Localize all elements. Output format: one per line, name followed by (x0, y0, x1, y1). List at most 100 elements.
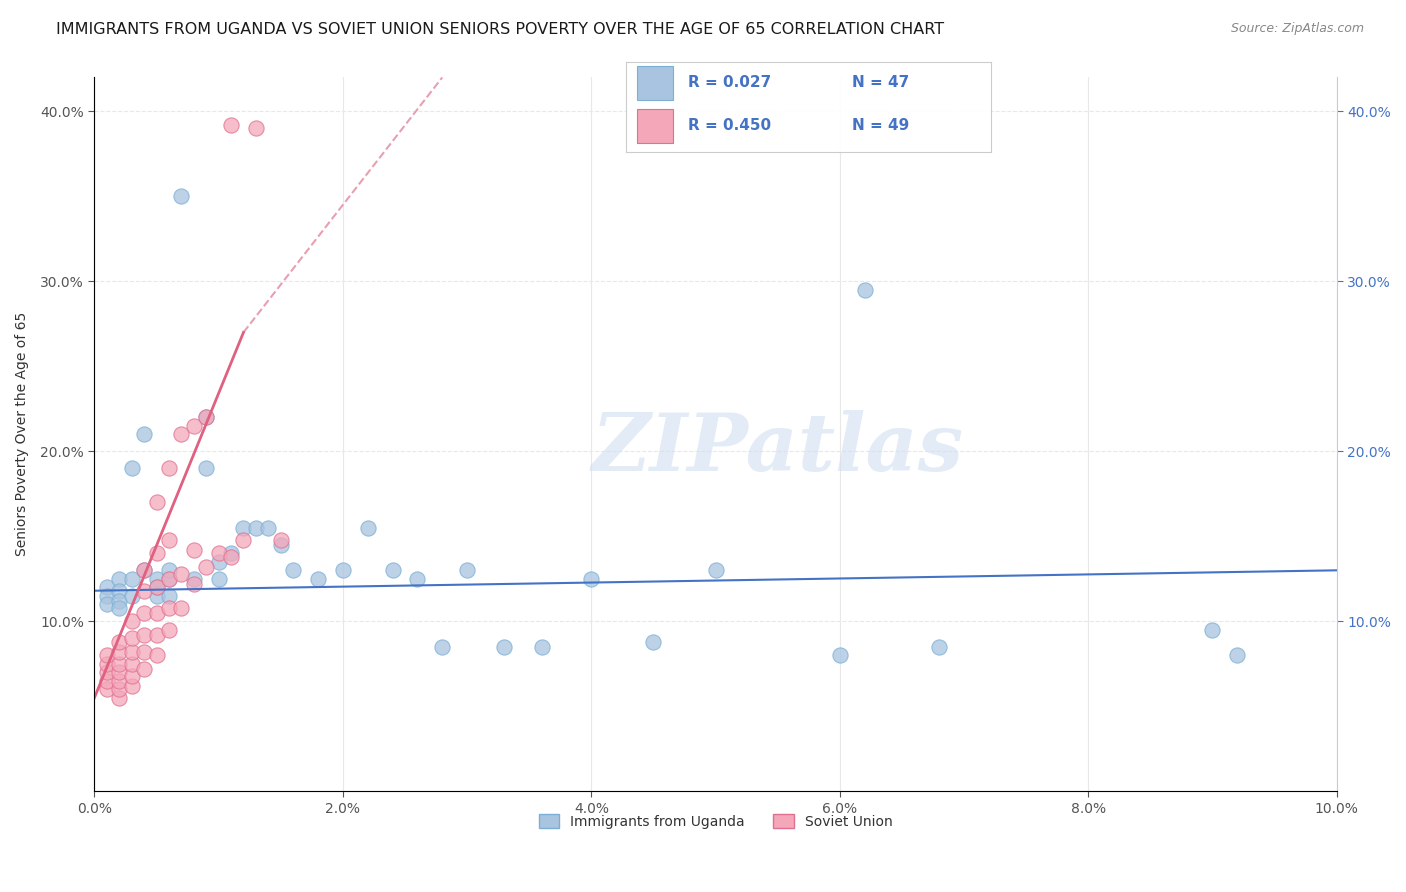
Point (108, 682, 131, 697)
Point (183, 543, 205, 558)
Point (121, 632, 143, 646)
Point (219, 549, 242, 564)
Point (157, 572, 180, 586)
Point (530, 640, 553, 654)
Point (170, 189, 193, 203)
Point (257, 521, 280, 535)
Point (157, 572, 180, 586)
Text: IMMIGRANTS FROM UGANDA VS SOVIET UNION SENIORS POVERTY OVER THE AGE OF 65 CORREL: IMMIGRANTS FROM UGANDA VS SOVIET UNION S… (56, 22, 945, 37)
Point (96, 682, 118, 697)
Point (145, 546, 167, 560)
Point (145, 580, 167, 594)
Text: N = 49: N = 49 (852, 119, 910, 133)
Point (170, 566, 193, 581)
Point (170, 427, 193, 442)
Point (108, 657, 131, 671)
Point (108, 594, 131, 608)
Point (108, 572, 131, 586)
Point (121, 461, 143, 475)
Point (108, 690, 131, 705)
Point (157, 600, 180, 615)
Point (219, 118, 242, 132)
Point (270, 538, 292, 552)
Point (183, 418, 205, 433)
Point (357, 521, 380, 535)
Point (195, 461, 218, 475)
Point (96, 648, 118, 663)
Point (183, 577, 205, 591)
Point (145, 589, 167, 603)
Point (132, 563, 155, 577)
Point (283, 563, 305, 577)
Point (145, 606, 167, 620)
Point (170, 600, 193, 615)
Point (157, 461, 180, 475)
Point (494, 640, 516, 654)
Point (108, 583, 131, 598)
Point (132, 662, 155, 676)
Point (643, 634, 665, 648)
Point (121, 645, 143, 659)
Point (828, 648, 851, 663)
Point (121, 669, 143, 683)
Point (132, 563, 155, 577)
Point (232, 521, 254, 535)
Point (108, 634, 131, 648)
FancyBboxPatch shape (637, 66, 673, 100)
Point (195, 560, 218, 574)
Text: R = 0.027: R = 0.027 (688, 76, 770, 90)
Point (406, 572, 429, 586)
Point (928, 640, 950, 654)
Point (96, 597, 118, 611)
Text: R = 0.450: R = 0.450 (688, 119, 770, 133)
Y-axis label: Seniors Poverty Over the Age of 65: Seniors Poverty Over the Age of 65 (15, 312, 30, 557)
Point (157, 563, 180, 577)
Point (432, 640, 454, 654)
Point (96, 657, 118, 671)
Point (132, 628, 155, 642)
Point (195, 410, 218, 425)
Point (96, 589, 118, 603)
Point (581, 572, 603, 586)
Point (132, 583, 155, 598)
Point (208, 555, 231, 569)
Point (332, 563, 354, 577)
Point (121, 572, 143, 586)
Point (270, 533, 292, 547)
Point (145, 495, 167, 509)
Text: ZIPatlas: ZIPatlas (592, 410, 963, 487)
FancyBboxPatch shape (637, 109, 673, 143)
Point (132, 427, 155, 442)
Point (121, 589, 143, 603)
Point (145, 628, 167, 642)
Point (195, 410, 218, 425)
Point (132, 606, 155, 620)
Legend: Immigrants from Uganda, Soviet Union: Immigrants from Uganda, Soviet Union (533, 808, 898, 834)
Point (145, 648, 167, 663)
Point (108, 665, 131, 680)
Point (219, 546, 242, 560)
Point (704, 563, 727, 577)
Point (183, 572, 205, 586)
Point (157, 589, 180, 603)
Point (208, 546, 231, 560)
Point (157, 623, 180, 637)
Point (145, 572, 167, 586)
Point (245, 121, 267, 136)
Point (121, 657, 143, 671)
Point (132, 645, 155, 659)
Point (108, 600, 131, 615)
Point (96, 580, 118, 594)
Point (121, 615, 143, 629)
Point (145, 580, 167, 594)
Point (96, 665, 118, 680)
Point (307, 572, 329, 586)
Point (1226, 648, 1249, 663)
Point (208, 572, 231, 586)
Point (108, 673, 131, 688)
Point (96, 673, 118, 688)
Point (121, 679, 143, 693)
Text: Source: ZipAtlas.com: Source: ZipAtlas.com (1230, 22, 1364, 36)
Point (157, 533, 180, 547)
Text: N = 47: N = 47 (852, 76, 910, 90)
